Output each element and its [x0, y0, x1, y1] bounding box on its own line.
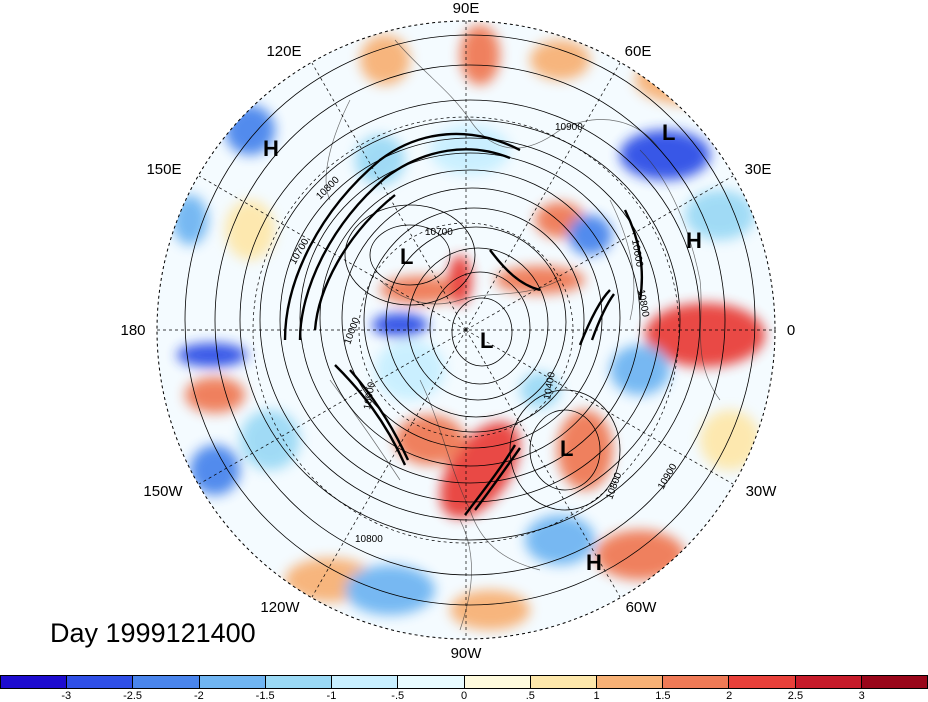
- lon-label-150e: 150E: [146, 161, 181, 178]
- colorbar-labels: -3 -2.5 -2 -1.5 -1 -.5 0 .5 1 1.5 2 2.5 3: [0, 690, 928, 702]
- contour-label: 10600: [629, 239, 645, 269]
- contour-label: 10800: [355, 534, 383, 545]
- map-border: [156, 20, 776, 640]
- lon-label-30e: 30E: [745, 161, 772, 178]
- lon-label-120e: 120E: [266, 43, 301, 60]
- height-contours: [184, 34, 756, 606]
- low-center-label: L: [400, 244, 413, 269]
- colorbar-swatch: [861, 676, 928, 688]
- colorbar-swatch: [398, 676, 465, 688]
- high-center-label: H: [263, 136, 279, 161]
- lon-label-60e: 60E: [625, 43, 652, 60]
- colorbar-swatch: [663, 676, 730, 688]
- lon-label-90w: 90W: [451, 645, 483, 662]
- contour-label: 10700: [425, 227, 453, 238]
- lon-label-120w: 120W: [260, 599, 300, 616]
- lon-label-0: 0: [787, 322, 795, 339]
- high-center-label: H: [586, 550, 602, 575]
- colorbar-tick-label: .5: [525, 690, 535, 702]
- low-center-label: L: [560, 436, 573, 461]
- colorbar-swatch: [199, 676, 266, 688]
- colorbar-tick-label: -3: [61, 690, 72, 702]
- colorbar-tick-label: -2: [193, 690, 204, 702]
- contour-label: 10400: [542, 371, 558, 401]
- low-center-label: L: [480, 328, 493, 353]
- lon-label-90e: 90E: [453, 0, 480, 17]
- colorbar-swatch: [729, 676, 796, 688]
- colorbar-tick-label: -.5: [391, 690, 405, 702]
- high-center-label: H: [686, 228, 702, 253]
- lon-label-150w: 150W: [143, 483, 183, 500]
- colorbar-swatch: [265, 676, 333, 688]
- colorbar-tick-label: 2: [726, 690, 733, 702]
- colorbar-tick-label: 0: [460, 690, 468, 702]
- colorbar: [0, 675, 928, 689]
- colorbar-swatch: [530, 676, 597, 688]
- colorbar-swatch: [1, 676, 68, 688]
- colorbar-swatch: [332, 676, 399, 688]
- low-center-label: L: [662, 120, 675, 145]
- lon-label-60w: 60W: [626, 599, 658, 616]
- colorbar-tick-label: 2.5: [787, 690, 804, 702]
- graticule: [157, 21, 775, 639]
- colorbar-swatch: [596, 676, 664, 688]
- anomaly-field: [157, 21, 775, 639]
- map-title: Day 1999121400: [50, 618, 256, 648]
- colorbar-swatch: [67, 676, 134, 688]
- lon-label-180: 180: [120, 322, 145, 339]
- colorbar-swatch: [795, 676, 862, 688]
- colorbar-tick-label: -1.5: [255, 690, 275, 702]
- contour-label: 10900: [362, 381, 378, 411]
- contour-label: 10800: [635, 289, 651, 319]
- colorbar-tick-label: 1.5: [655, 690, 671, 702]
- longitude-labels: 90E 60E 30E 0 30W 60W 90W 120W 150W 180 …: [120, 0, 795, 662]
- colorbar-tick-label: -1: [326, 690, 337, 702]
- colorbar-tick-label: 3: [858, 690, 865, 702]
- contour-label: 10900: [555, 122, 583, 133]
- lon-label-30w: 30W: [746, 483, 778, 500]
- colorbar-swatch: [464, 676, 531, 688]
- colorbar-swatch: [133, 676, 200, 688]
- colorbar-tick-label: 1: [593, 690, 600, 702]
- colorbar-tick-label: -2.5: [123, 690, 143, 702]
- jet-contours: [283, 132, 643, 516]
- pressure-centers: H L H L L L H: [263, 120, 702, 575]
